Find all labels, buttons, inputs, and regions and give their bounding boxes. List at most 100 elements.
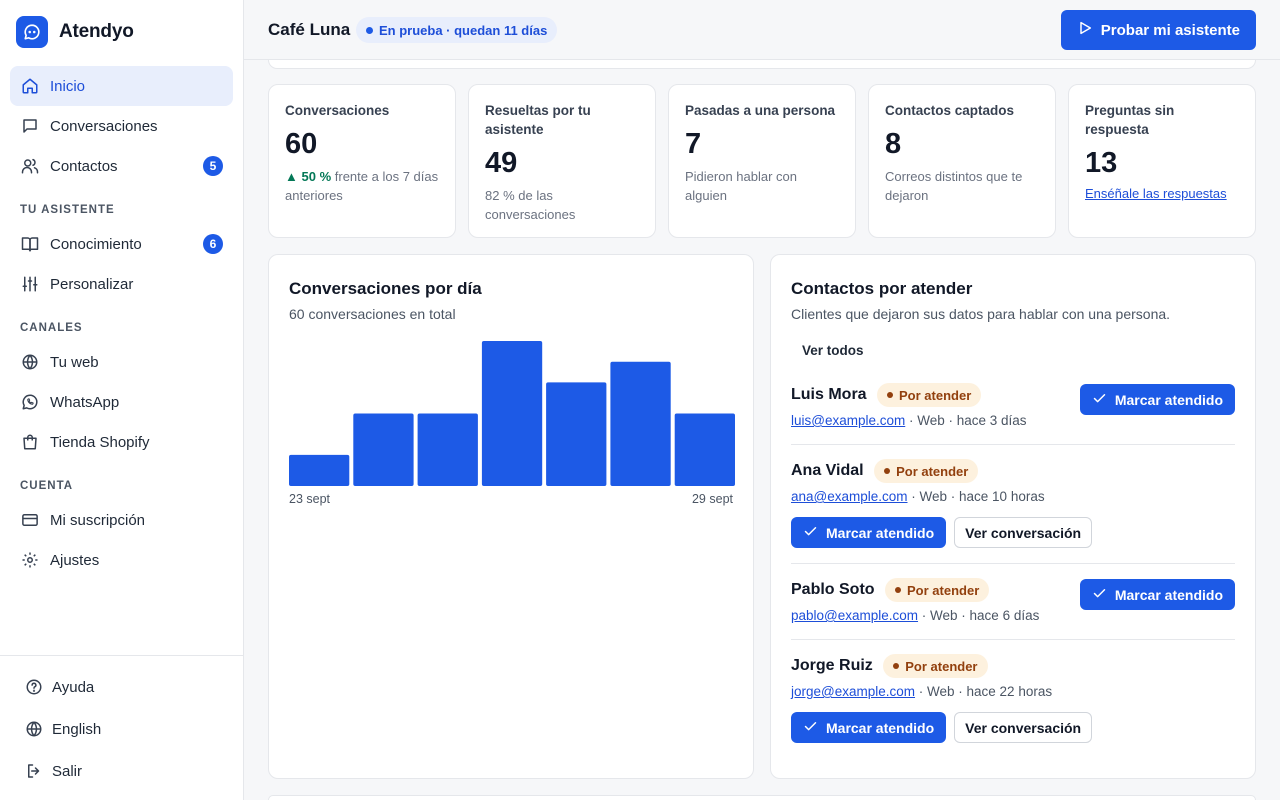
contact-meta-text: · Web · hace 6 días [918,608,1040,623]
sidebar-item-suscripcion[interactable]: Mi suscripción [10,500,233,540]
x-tick-label-end: 29 sept [691,492,733,506]
bar-27-sept [546,382,607,486]
stat-delta-text: frente a los 7 días anteriores [285,169,439,203]
mark-attended-button[interactable]: Marcar atendido [1079,384,1235,415]
contacts-title: Contactos por atender [791,279,973,298]
teach-answers-link[interactable]: Enséñale las respuestas [1085,186,1227,201]
brand[interactable]: Atendyo [16,16,134,48]
stat-sub: Correos distintos que te dejaron [885,169,1023,203]
mark-attended-label: Marcar atendido [826,524,935,541]
view-conversation-button[interactable]: Ver conversación [954,712,1093,743]
credit-card-icon [20,511,39,530]
status-dot-icon [893,663,900,669]
brand-name: Atendyo [59,21,134,42]
stat-sub: 82 % de las conversaciones [485,188,576,222]
contact-email-link[interactable]: pablo@example.com [791,608,919,623]
contact-meta: pablo@example.com · Web · hace 6 días [791,608,1235,623]
logout-button[interactable]: Salir [0,750,243,792]
contacts-count-badge: 5 [203,156,223,176]
home-icon [20,77,39,96]
mark-attended-label: Marcar atendido [826,719,935,736]
status-badge: Por atender [874,459,979,483]
contact-email-link[interactable]: luis@example.com [791,413,906,428]
section-title-channels: CANALES [20,322,83,334]
users-icon [20,157,39,176]
sidebar-item-label: Contactos [50,157,118,175]
mark-attended-label: Marcar atendido [1114,586,1223,603]
try-assistant-label: Probar mi asistente [1100,21,1240,39]
contact-actions: Marcar atendido Ver conversación [791,712,1093,743]
sidebar-item-conocimiento[interactable]: Conocimiento 6 [10,224,233,264]
stat-value: 60 [285,128,318,160]
sidebar-item-contactos[interactable]: Contactos 5 [10,146,233,186]
sidebar-item-label: Inicio [50,77,86,95]
chat-bubble-logo-icon [16,16,48,48]
check-icon [803,524,818,542]
main-nav: Inicio Conversaciones Contactos 5 TU ASI… [10,66,233,580]
globe-icon [24,720,43,739]
stat-label: Resueltas por tu asistente [485,103,591,137]
chart-title: Conversaciones por día [289,279,482,298]
status-dot-icon [887,392,894,398]
contact-row: Pablo Soto Por atender pablo@example.com… [791,578,1235,638]
mark-attended-button[interactable]: Marcar atendido [791,517,947,548]
contact-name: Jorge Ruiz [791,657,873,674]
sidebar: Atendyo Inicio Conversaciones Contactos … [0,0,244,800]
contact-actions: Marcar atendido Ver conversación [791,517,1093,548]
sidebar-item-label: WhatsApp [50,393,120,411]
mark-attended-button[interactable]: Marcar atendido [791,712,947,743]
sidebar-item-shopify[interactable]: Tienda Shopify [10,422,233,462]
row-divider [791,444,1235,445]
row-divider [791,563,1235,564]
sidebar-item-label: Conversaciones [50,117,158,135]
trial-text: En prueba · quedan 11 días [379,22,548,38]
next-card-edge [268,795,1256,800]
contact-name: Ana Vidal [791,462,864,479]
sidebar-item-inicio[interactable]: Inicio [10,66,233,106]
help-label: Ayuda [52,678,95,696]
status-dot-icon [895,587,902,593]
status-label: Por atender [899,387,972,403]
contact-meta: jorge@example.com · Web · hace 22 horas [791,684,1235,699]
stat-card-conversations: Conversaciones 60 ▲ 50 % frente a los 7 … [268,84,456,238]
section-title-assistant: TU ASISTENTE [20,204,115,216]
shopping-bag-icon [20,433,39,452]
contact-name: Pablo Soto [791,581,875,598]
contact-email-link[interactable]: jorge@example.com [791,684,916,699]
try-assistant-button[interactable]: Probar mi asistente [1060,10,1256,50]
gear-icon [20,551,39,570]
bar-29-sept [674,413,735,486]
sidebar-item-label: Tu web [50,353,99,371]
view-conversation-button[interactable]: Ver conversación [954,517,1093,548]
check-icon [1092,586,1107,604]
help-icon [24,678,43,697]
section-title-account: CUENTA [20,480,74,492]
knowledge-count-badge: 6 [203,234,223,254]
contact-email-link[interactable]: ana@example.com [791,489,908,504]
x-tick-label-start: 23 sept [289,492,331,506]
sidebar-item-label: Ajustes [50,551,100,569]
bar-24-sept [353,413,414,486]
sidebar-item-personalizar[interactable]: Personalizar [10,264,233,304]
chart-panel: Conversaciones por día 60 conversaciones… [268,254,754,779]
sidebar-item-whatsapp[interactable]: WhatsApp [10,382,233,422]
sidebar-item-ajustes[interactable]: Ajustes [10,540,233,580]
contact-name: Luis Mora [791,386,867,403]
mark-attended-button[interactable]: Marcar atendido [1079,579,1235,610]
topbar: Café Luna En prueba · quedan 11 días Pro… [244,0,1280,60]
stat-value: 13 [1085,147,1118,179]
conversations-bar-chart [289,341,735,486]
business-name: Café Luna [268,20,351,39]
sidebar-item-tu-web[interactable]: Tu web [10,342,233,382]
globe-icon [20,353,39,372]
language-label: English [52,720,102,738]
view-all-link[interactable]: Ver todos [802,343,864,358]
help-link[interactable]: Ayuda [0,666,243,708]
stat-label: Conversaciones [285,103,390,118]
sidebar-item-conversaciones[interactable]: Conversaciones [10,106,233,146]
play-icon [1077,20,1093,40]
bar-28-sept [610,361,671,486]
stat-card-handoff: Pasadas a una persona 7 Pidieron hablar … [668,84,856,238]
language-switch[interactable]: English [0,708,243,750]
trial-badge: En prueba · quedan 11 días [356,17,558,43]
